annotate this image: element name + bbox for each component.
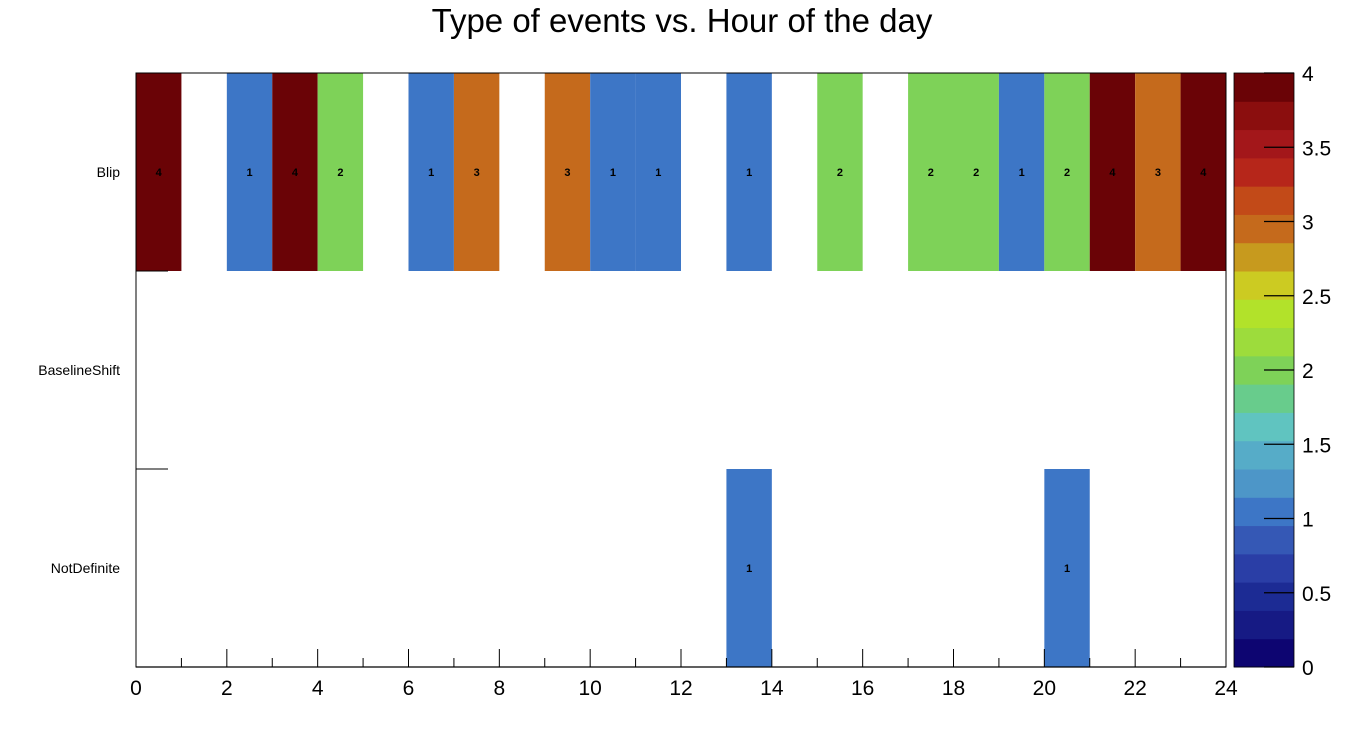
cell-value-label: 2 — [928, 167, 934, 179]
heatmap-cell — [408, 73, 454, 271]
colorbar-segment — [1234, 610, 1294, 640]
colorbar-segment — [1234, 242, 1294, 272]
x-tick-label: 24 — [1214, 677, 1238, 700]
colorbar-segment — [1234, 440, 1294, 470]
x-tick-label: 10 — [578, 677, 601, 700]
y-category-label: Blip — [97, 164, 121, 180]
colorbar-tick-label: 4 — [1302, 63, 1314, 86]
colorbar-segment — [1234, 129, 1294, 159]
colorbar-segment — [1234, 412, 1294, 442]
chart-title: Type of events vs. Hour of the day — [431, 2, 933, 39]
cell-value-label: 2 — [337, 167, 343, 179]
cell-value-label: 1 — [746, 563, 752, 575]
heatmap-cell — [726, 73, 772, 271]
cell-value-label: 1 — [746, 167, 752, 179]
colorbar-segment — [1234, 73, 1294, 102]
x-tick-label: 16 — [851, 677, 874, 700]
cell-value-label: 1 — [1019, 167, 1025, 179]
heatmap-cell — [136, 73, 182, 271]
colorbar-tick-label: 0 — [1302, 657, 1314, 680]
colorbar-segment — [1234, 525, 1294, 555]
cell-value-label: 2 — [973, 167, 979, 179]
cell-value-label: 1 — [428, 167, 434, 179]
x-tick-label: 6 — [403, 677, 415, 700]
y-category-label: NotDefinite — [51, 560, 120, 576]
x-tick-label: 14 — [760, 677, 784, 700]
colorbar-tick-label: 2.5 — [1302, 286, 1331, 309]
colorbar-segment — [1234, 497, 1294, 527]
x-tick-label: 0 — [130, 677, 142, 700]
heatmap-cell — [817, 73, 863, 271]
colorbar-tick-label: 1 — [1302, 509, 1314, 532]
cell-value-label: 4 — [292, 167, 299, 179]
colorbar-segment — [1234, 327, 1294, 357]
x-tick-label: 8 — [493, 677, 505, 700]
cell-value-label: 3 — [564, 167, 570, 179]
colorbar-segment — [1234, 157, 1294, 187]
cell-value-label: 2 — [837, 167, 843, 179]
x-tick-label: 18 — [942, 677, 965, 700]
heatmap-cell — [998, 73, 1045, 271]
cell-value-label: 4 — [1200, 167, 1207, 179]
cell-value-label: 3 — [474, 167, 480, 179]
heatmap-cell — [317, 73, 364, 271]
colorbar-segment — [1234, 638, 1294, 668]
x-tick-label: 2 — [221, 677, 233, 700]
cell-value-label: 4 — [1109, 167, 1116, 179]
heatmap-cell — [1044, 469, 1090, 667]
colorbar-segment — [1234, 384, 1294, 413]
colorbar-tick-label: 0.5 — [1302, 583, 1331, 606]
colorbar-segment — [1234, 101, 1294, 131]
cell-value-label: 1 — [246, 167, 252, 179]
heatmap-cell — [1089, 73, 1136, 271]
heatmap-cell — [226, 73, 273, 271]
colorbar-tick-label: 1.5 — [1302, 434, 1331, 457]
x-tick-label: 12 — [669, 677, 692, 700]
heatmap-cell — [908, 73, 954, 271]
cell-value-label: 3 — [1155, 167, 1161, 179]
heatmap-cell — [953, 73, 999, 271]
x-tick-label: 22 — [1123, 677, 1146, 700]
colorbar-tick-label: 3 — [1302, 212, 1314, 235]
colorbar-segment — [1234, 186, 1294, 215]
cell-value-label: 4 — [156, 167, 163, 179]
heatmap-cell — [635, 73, 681, 271]
cell-value-label: 1 — [610, 167, 616, 179]
colorbar-segment — [1234, 469, 1294, 498]
colorbar-segment — [1234, 214, 1294, 244]
colorbar-tick-label: 3.5 — [1302, 137, 1331, 160]
y-category-label: BaselineShift — [38, 362, 120, 378]
heatmap-cell — [590, 73, 636, 271]
colorbar-segment — [1234, 553, 1294, 583]
cell-value-label: 1 — [655, 167, 661, 179]
heatmap-cell — [544, 73, 591, 271]
colorbar-segment — [1234, 582, 1294, 611]
colorbar-segment — [1234, 271, 1294, 300]
colorbar-segment — [1234, 299, 1294, 329]
colorbar-tick-label: 2 — [1302, 360, 1314, 383]
cell-value-label: 1 — [1064, 563, 1070, 575]
heatmap-cell — [726, 469, 772, 667]
x-tick-label: 4 — [312, 677, 324, 700]
heatmap-cell — [453, 73, 500, 271]
heatmap-cell — [272, 73, 318, 271]
x-tick-label: 20 — [1033, 677, 1056, 700]
heatmap-cell — [1044, 73, 1090, 271]
heatmap-cell — [1135, 73, 1181, 271]
cell-value-label: 2 — [1064, 167, 1070, 179]
heatmap-cell — [1180, 73, 1226, 271]
